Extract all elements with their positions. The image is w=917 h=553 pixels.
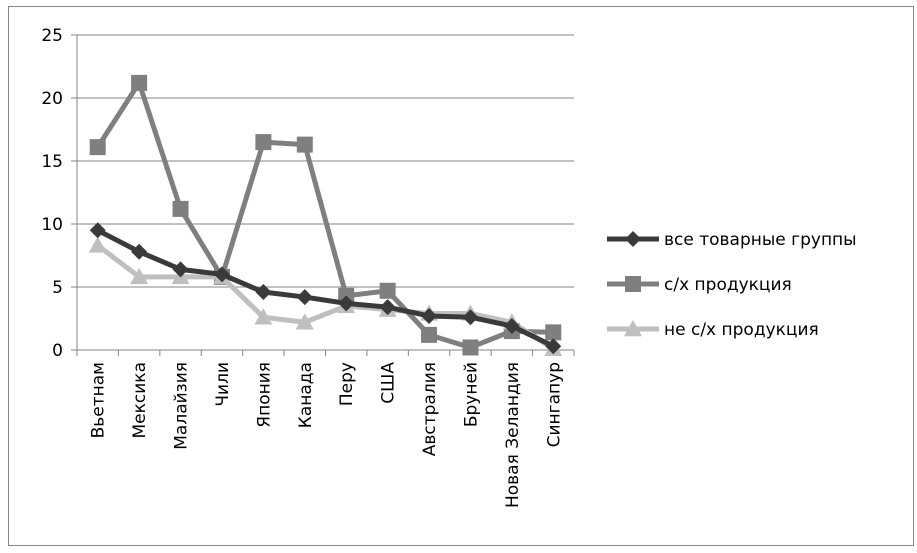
- x-category-label: Малайзия: [172, 362, 192, 450]
- data-point-marker: [421, 326, 438, 343]
- y-tick-label: 10: [41, 215, 63, 235]
- data-point-marker: [296, 289, 313, 306]
- legend-label: с/х продукция: [664, 275, 792, 295]
- x-category-label: Новая Зеландия: [503, 362, 523, 508]
- data-point-marker: [503, 318, 520, 335]
- x-category-label: Япония: [254, 362, 274, 428]
- axes: 0 5 10 15 20 25 Вьетнам Мексика Малайзия Чили Япон…: [41, 26, 575, 508]
- data-point-marker: [254, 308, 273, 325]
- data-point-marker: [131, 243, 148, 260]
- data-point-marker: [255, 134, 272, 151]
- data-point-marker: [131, 74, 148, 91]
- y-tick-label: 15: [41, 152, 63, 172]
- x-category-label: США: [379, 362, 399, 404]
- data-point-marker: [421, 307, 438, 324]
- series-line: [95, 227, 556, 349]
- data-point-marker: [130, 267, 149, 285]
- legend: все товарные группы с/х продукция не с/х п…: [607, 230, 857, 340]
- legend-entry: все товарные группы: [607, 230, 857, 250]
- legend-label: все товарные группы: [664, 230, 857, 250]
- series-lines: [88, 74, 563, 356]
- data-point-marker: [338, 295, 355, 312]
- gridlines: [77, 34, 574, 288]
- x-category-label: Чили: [213, 362, 233, 407]
- data-point-marker: [255, 284, 272, 301]
- data-point-marker: [545, 324, 562, 341]
- x-category-label: Бруней: [461, 362, 481, 427]
- data-point-marker: [296, 136, 313, 153]
- x-category-label: Сингапур: [544, 362, 564, 447]
- y-tick-label: 0: [52, 341, 63, 361]
- chart-area: 0 5 10 15 20 25 Вьетнам Мексика Малайзия Чили Япон…: [8, 6, 914, 546]
- data-point-marker: [462, 309, 479, 326]
- line-chart: 0 5 10 15 20 25 Вьетнам Мексика Малайзия Чили Япон…: [41, 26, 857, 508]
- legend-marker: [625, 231, 641, 247]
- data-point-marker: [295, 313, 314, 330]
- y-tick-label: 5: [52, 278, 63, 298]
- y-tick-label: 25: [41, 26, 63, 46]
- data-point-marker: [88, 236, 107, 253]
- legend-marker: [624, 320, 642, 337]
- x-category-label: Вьетнам: [89, 362, 109, 438]
- series-line: [95, 80, 556, 350]
- data-point-marker: [89, 222, 106, 239]
- legend-entry: с/х продукция: [607, 275, 792, 295]
- x-category-label: Мексика: [130, 362, 150, 438]
- x-category-label: Перу: [337, 362, 357, 406]
- legend-marker: [625, 276, 641, 292]
- x-category-label: Австралия: [420, 362, 440, 456]
- series-line: [95, 242, 556, 352]
- data-point-marker: [213, 266, 230, 283]
- data-point-marker: [172, 261, 189, 278]
- legend-entry: не с/х продукция: [607, 320, 819, 340]
- legend-label: не с/х продукция: [664, 320, 819, 340]
- y-tick-label: 20: [41, 89, 63, 109]
- series-diamond: [89, 222, 562, 355]
- data-point-marker: [545, 338, 562, 355]
- data-point-marker: [172, 200, 189, 217]
- x-category-label: Канада: [296, 362, 316, 428]
- data-point-marker: [379, 299, 396, 316]
- data-point-marker: [89, 139, 106, 156]
- data-point-marker: [462, 339, 479, 356]
- data-point-marker: [379, 282, 396, 299]
